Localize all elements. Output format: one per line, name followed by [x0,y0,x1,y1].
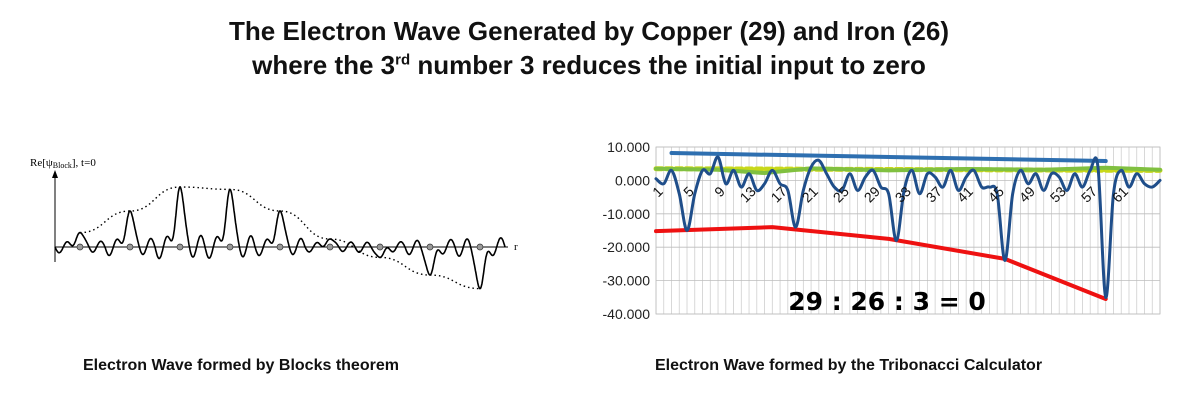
lattice-nodes [76,243,484,251]
ratio-annotation: 29 : 26 : 3 = 0 [788,287,986,316]
left-y-axis-label: Re[ψBlock], t=0 [30,157,96,170]
y-tick-label: -30.000 [603,273,651,289]
y-tick-labels: 10.000 0.000 -10.000 -20.000 -30.000 -40.000 [603,139,651,322]
lattice-node [326,243,334,251]
lattice-node [426,243,434,251]
title-line-2: where the 3rd number 3 reduces the initi… [0,48,1178,82]
x-tick-label: 53 [1047,183,1069,205]
y-tick-label: -40.000 [603,306,651,322]
left-y-axis-arrow [52,170,58,178]
y-tick-label: -10.000 [603,206,651,222]
y-tick-label: 0.000 [615,172,650,188]
title-line-1: The Electron Wave Generated by Copper (2… [229,16,949,46]
lattice-node [226,243,234,251]
left-x-axis-label: r [514,241,518,253]
series-line-0 [654,155,1162,299]
bloch-wave-line [54,186,506,290]
left-chart-caption: Electron Wave formed by Blocks theorem [83,357,399,374]
page-title: The Electron Wave Generated by Copper (2… [0,14,1178,82]
series-line-1 [669,151,1108,164]
lattice-node [176,243,184,251]
y-tick-label: -20.000 [603,239,651,255]
lattice-node [276,243,284,251]
series-group [653,151,1163,301]
tribonacci-chart: 10.0000.000-10.000-20.000-30.000-40.000 … [603,139,1163,322]
title-line-2-pre: where the 3 [252,50,396,80]
bloch-wave-chart: Re[ψBlock], t=0 r [30,157,518,290]
lattice-node [126,243,134,251]
lattice-node [376,243,384,251]
right-chart-caption: Electron Wave formed by the Tribonacci C… [655,357,1043,374]
title-line-2-post: number 3 reduces the initial input to ze… [410,50,926,80]
y-tick-label: 10.000 [607,139,650,155]
series-line-4 [654,225,1108,301]
x-tick-label: 33 [892,183,914,205]
envelope-dotted-curve [79,186,481,290]
lattice-node [76,243,84,251]
lattice-node [476,243,484,251]
x-tick-label: 49 [1016,183,1038,205]
title-superscript: rd [395,51,411,69]
